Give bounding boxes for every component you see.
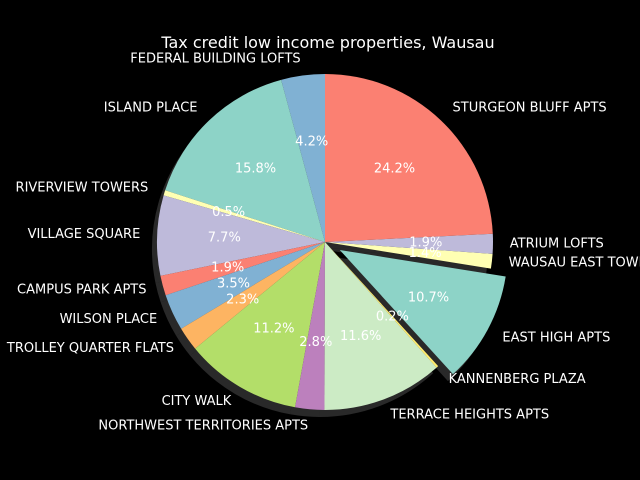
slice-label: TROLLEY QUARTER FLATS bbox=[6, 341, 174, 356]
slice-percent-label: 2.8% bbox=[299, 335, 332, 350]
pie-labels: FEDERAL BUILDING LOFTS 4.2% ISLAND PLACE 15… bbox=[6, 51, 640, 433]
slice-kannenberg-plaza bbox=[325, 242, 439, 368]
pie-wedges bbox=[156, 74, 506, 411]
slice-federal-building-lofts bbox=[281, 74, 325, 242]
slice-percent-label: 4.2% bbox=[295, 135, 328, 150]
slice-label: RIVERVIEW TOWERS bbox=[16, 180, 149, 195]
chart-title: Tax credit low income properties, Wausau bbox=[160, 33, 494, 52]
slice-percent-label: 1.4% bbox=[409, 246, 442, 261]
slice-label: WAUSAU EAST TOWNHOMES bbox=[509, 256, 640, 271]
slice-trolley-quarter-flats bbox=[181, 242, 325, 349]
slice-percent-label: 3.5% bbox=[217, 277, 250, 292]
slice-label: FEDERAL BUILDING LOFTS bbox=[130, 51, 300, 66]
slice-label: KANNENBERG PLAZA bbox=[449, 372, 586, 387]
slice-label: ATRIUM LOFTS bbox=[510, 237, 604, 252]
slice-percent-label: 0.5% bbox=[212, 205, 245, 220]
slice-percent-label: 24.2% bbox=[374, 162, 415, 177]
slice-label: CITY WALK bbox=[162, 394, 232, 409]
slice-percent-label: 1.9% bbox=[211, 261, 244, 276]
slice-label: EAST HIGH APTS bbox=[502, 330, 610, 345]
slice-percent-label: 0.2% bbox=[376, 309, 409, 324]
slice-east-high-apts bbox=[339, 249, 506, 375]
slice-percent-label: 15.8% bbox=[235, 162, 276, 177]
slice-percent-label: 11.2% bbox=[253, 321, 294, 336]
slice-label: VILLAGE SQUARE bbox=[28, 227, 141, 242]
slice-label: ISLAND PLACE bbox=[104, 101, 198, 116]
slice-riverview-towers bbox=[163, 190, 325, 242]
slice-percent-label: 11.6% bbox=[340, 329, 381, 344]
slice-label: TERRACE HEIGHTS APTS bbox=[389, 407, 549, 422]
slice-percent-label: 7.7% bbox=[208, 231, 241, 246]
slice-percent-label: 2.3% bbox=[226, 293, 259, 308]
slice-label: STURGEON BLUFF APTS bbox=[453, 101, 607, 116]
slice-wilson-place bbox=[165, 242, 325, 329]
slice-city-walk bbox=[195, 242, 325, 408]
slice-percent-label: 10.7% bbox=[408, 290, 449, 305]
slice-percent-label: 1.9% bbox=[409, 236, 442, 251]
slice-campus-park-apts bbox=[160, 242, 325, 296]
slice-label: WILSON PLACE bbox=[60, 312, 158, 327]
slice-label: CAMPUS PARK APTS bbox=[17, 283, 146, 298]
slice-village-square bbox=[156, 195, 325, 276]
slice-island-place bbox=[165, 79, 325, 242]
slice-wausau-east-townhomes bbox=[325, 242, 493, 269]
slice-atrium-lofts bbox=[325, 233, 494, 254]
slice-label: NORTHWEST TERRITORIES APTS bbox=[98, 419, 308, 434]
slice-northwest-territories-apts bbox=[295, 242, 325, 410]
slice-sturgeon-bluff-apts bbox=[325, 74, 493, 242]
slice-terrace-heights-apts bbox=[324, 242, 437, 411]
